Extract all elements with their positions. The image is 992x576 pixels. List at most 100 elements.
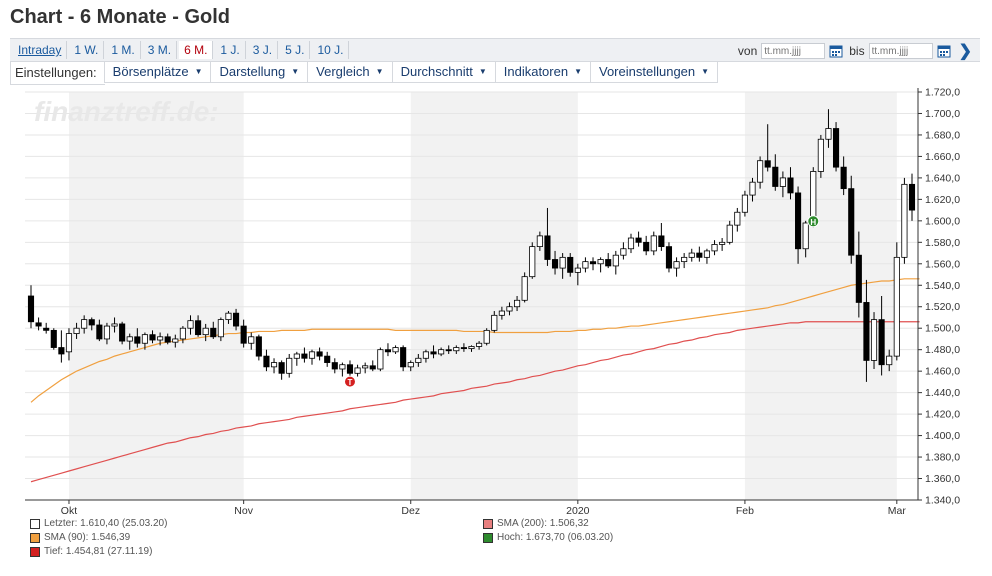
candle-body [88,319,95,326]
x-tick-label: Feb [736,505,754,517]
candle-body [544,235,551,260]
candle [141,332,148,350]
calendar-icon[interactable] [829,44,843,58]
menu-boersenplaetze[interactable]: Börsenplätze ▼ [103,61,212,83]
timeframe-bar: Intraday 1 W. 1 M. 3 M. 6 M. 1 J. 3 J. 5 J. 10 J… [10,38,980,62]
candle [286,353,293,378]
candle [43,322,50,334]
candle [544,207,551,266]
candle-body [126,336,133,342]
candle-body [415,357,422,363]
candle [764,124,771,172]
from-date-input[interactable] [761,43,826,59]
candle [521,272,528,303]
candle [134,328,141,348]
candle-body [627,237,635,250]
candle-body [832,128,840,168]
candle-body [377,349,384,370]
candle-body [703,250,710,258]
candle-body [255,336,262,357]
candle [559,253,566,279]
candle [468,345,475,352]
candle [195,315,202,337]
month-band [410,92,578,500]
menu-voreinstellungen[interactable]: Voreinstellungen ▼ [590,61,719,83]
candle-body [278,362,285,374]
candle-body [597,259,604,265]
candle [346,360,354,378]
candle [802,220,809,258]
candle [407,360,414,372]
legend-swatch [483,518,493,529]
candle-body [620,248,627,256]
candle-body [422,351,429,359]
candle [255,334,262,361]
tab-1-j[interactable]: 1 J. [215,41,246,59]
candle-body [719,241,726,245]
y-tick-label: 1.680,0 [925,129,960,141]
candle-body [445,349,452,352]
to-date-input[interactable] [868,43,933,59]
y-tick-label: 1.660,0 [925,151,960,163]
menu-indikatoren[interactable]: Indikatoren ▼ [494,61,591,83]
tab-6-m[interactable]: 6 M. [179,41,214,59]
y-tick-label: 1.440,0 [925,387,960,399]
candle [719,238,726,251]
candle-body [749,181,756,196]
candle [886,349,893,372]
candle-body [681,256,688,263]
candle [377,347,384,372]
menu-label: Voreinstellungen [599,64,696,79]
candle [369,360,376,372]
candle-body [498,310,505,316]
date-range: von bis ❯ [738,41,972,61]
menu-darstellung[interactable]: Darstellung ▼ [210,61,309,83]
candle-body [696,252,703,258]
candle [795,186,802,264]
tab-3-m[interactable]: 3 M. [143,41,178,59]
tab-1-w[interactable]: 1 W. [69,41,105,59]
extreme-markers: HT [343,215,820,388]
candle [582,257,589,273]
x-tick-label: Nov [234,505,253,517]
candle-body [400,347,407,368]
candle [893,242,900,361]
candle [263,349,270,372]
y-tick-label: 1.580,0 [925,237,960,249]
candle-body [810,171,817,224]
menu-label: Indikatoren [503,64,569,79]
candle [58,330,65,363]
menu-vergleich[interactable]: Vergleich ▼ [307,61,393,83]
candle [498,306,505,320]
candle [35,317,42,331]
candle [491,311,498,333]
tab-10-j[interactable]: 10 J. [312,41,350,59]
legend-swatch [30,518,40,529]
candle [840,156,847,196]
candle-body [855,254,862,303]
candle [293,351,300,366]
next-arrow-icon[interactable]: ❯ [958,43,972,60]
candle [233,308,240,331]
candle [430,345,437,359]
candle-body [734,211,741,226]
candle-body [438,349,445,355]
menu-durchschnitt[interactable]: Durchschnitt ▼ [391,61,496,83]
calendar-icon[interactable] [937,44,951,58]
tab-5-j[interactable]: 5 J. [280,41,311,59]
price-chart[interactable]: finanztreff.de: HT 1.340,01.360,01.380,0… [0,88,992,518]
tab-1-m[interactable]: 1 M. [106,41,141,59]
candle [567,253,574,277]
candle-body [141,334,148,344]
candle [453,345,460,354]
tab-intraday[interactable]: Intraday [13,41,68,59]
candle [179,326,186,344]
axes: 1.340,0 1.360,0 1.380,0 1.400,0 1.420,0 1.440… [25,88,960,517]
candle [908,173,916,221]
candle [711,240,718,256]
legend-last: Letzter: 1.610,40 (25.03.20) [30,518,167,529]
candle-body [65,333,73,353]
tab-3-j[interactable]: 3 J. [248,41,279,59]
y-tick-label: 1.360,0 [925,473,960,485]
candle [627,233,635,254]
